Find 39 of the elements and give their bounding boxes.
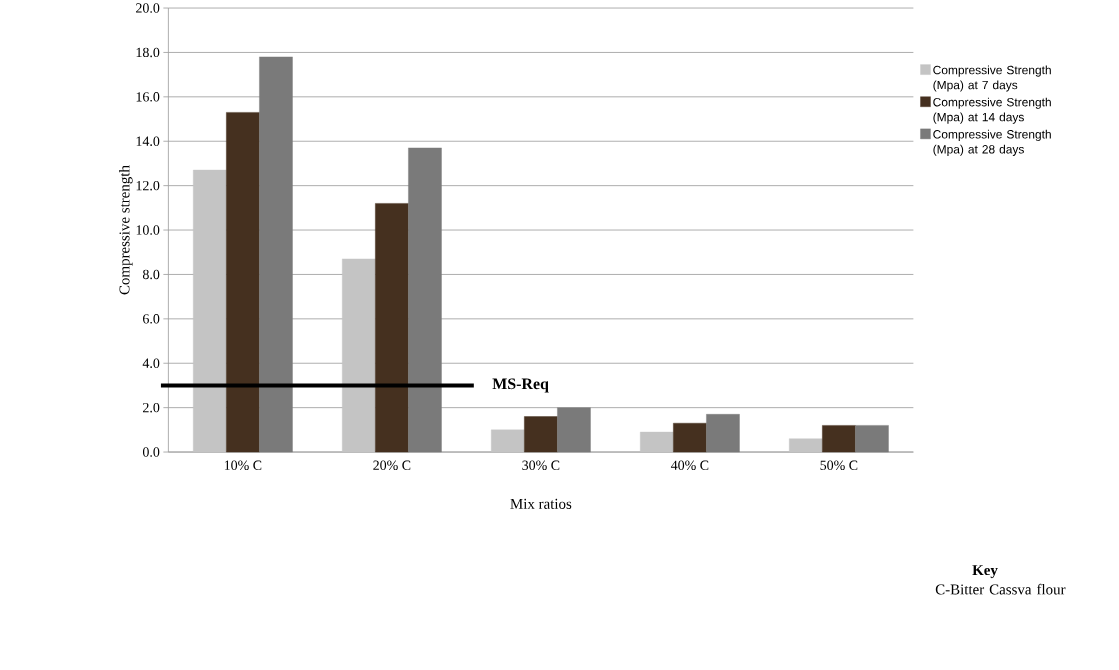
bar (789, 438, 823, 453)
y-tick-label: 12.0 (136, 181, 160, 191)
bar (375, 203, 409, 453)
bar (193, 170, 227, 453)
bar (408, 147, 442, 453)
legend-label: Compressive Strength (Mpa) at 28 days (933, 129, 1051, 157)
bar (557, 407, 591, 453)
y-tick-label: 6.0 (143, 314, 160, 324)
legend-label: Compressive Strength (Mpa) at 14 days (933, 97, 1051, 124)
bar (855, 425, 889, 453)
bar (706, 414, 740, 453)
x-axis-title: Mix ratios (510, 499, 572, 510)
bar (673, 423, 707, 453)
y-tick-label: 2.0 (143, 403, 160, 413)
x-tick-label: 30% C (522, 460, 560, 471)
text: C-Bitter Cassva flour (935, 584, 1066, 595)
bar (342, 258, 376, 453)
bar (259, 56, 293, 453)
ref-line-label: MS-Req (492, 378, 549, 393)
y-tick-label: 14.0 (136, 136, 160, 147)
legend-label: Compressive Strength (Mpa) at 7 days (933, 65, 1051, 92)
x-tick-label: 50% C (820, 460, 858, 471)
y-tick-label: 4.0 (142, 358, 160, 369)
x-tick-label: 20% C (373, 460, 411, 471)
x-tick-label: 10% C (224, 460, 262, 471)
y-tick-label: 18.0 (136, 47, 160, 58)
bar (491, 429, 525, 453)
bar (822, 425, 856, 453)
bar (226, 112, 260, 453)
y-axis-title: Compressive strength (119, 165, 133, 295)
y-tick-label: 10.0 (136, 225, 160, 235)
y-tick-label: 20.0 (136, 3, 160, 13)
y-tick-label: 8.0 (142, 269, 160, 280)
bar (640, 432, 674, 453)
y-tick-label: 0.0 (142, 447, 160, 457)
x-tick-label: 40% C (670, 460, 709, 471)
y-tick-label: 16.0 (136, 92, 160, 102)
bar (524, 416, 558, 453)
text: Key (972, 565, 998, 579)
